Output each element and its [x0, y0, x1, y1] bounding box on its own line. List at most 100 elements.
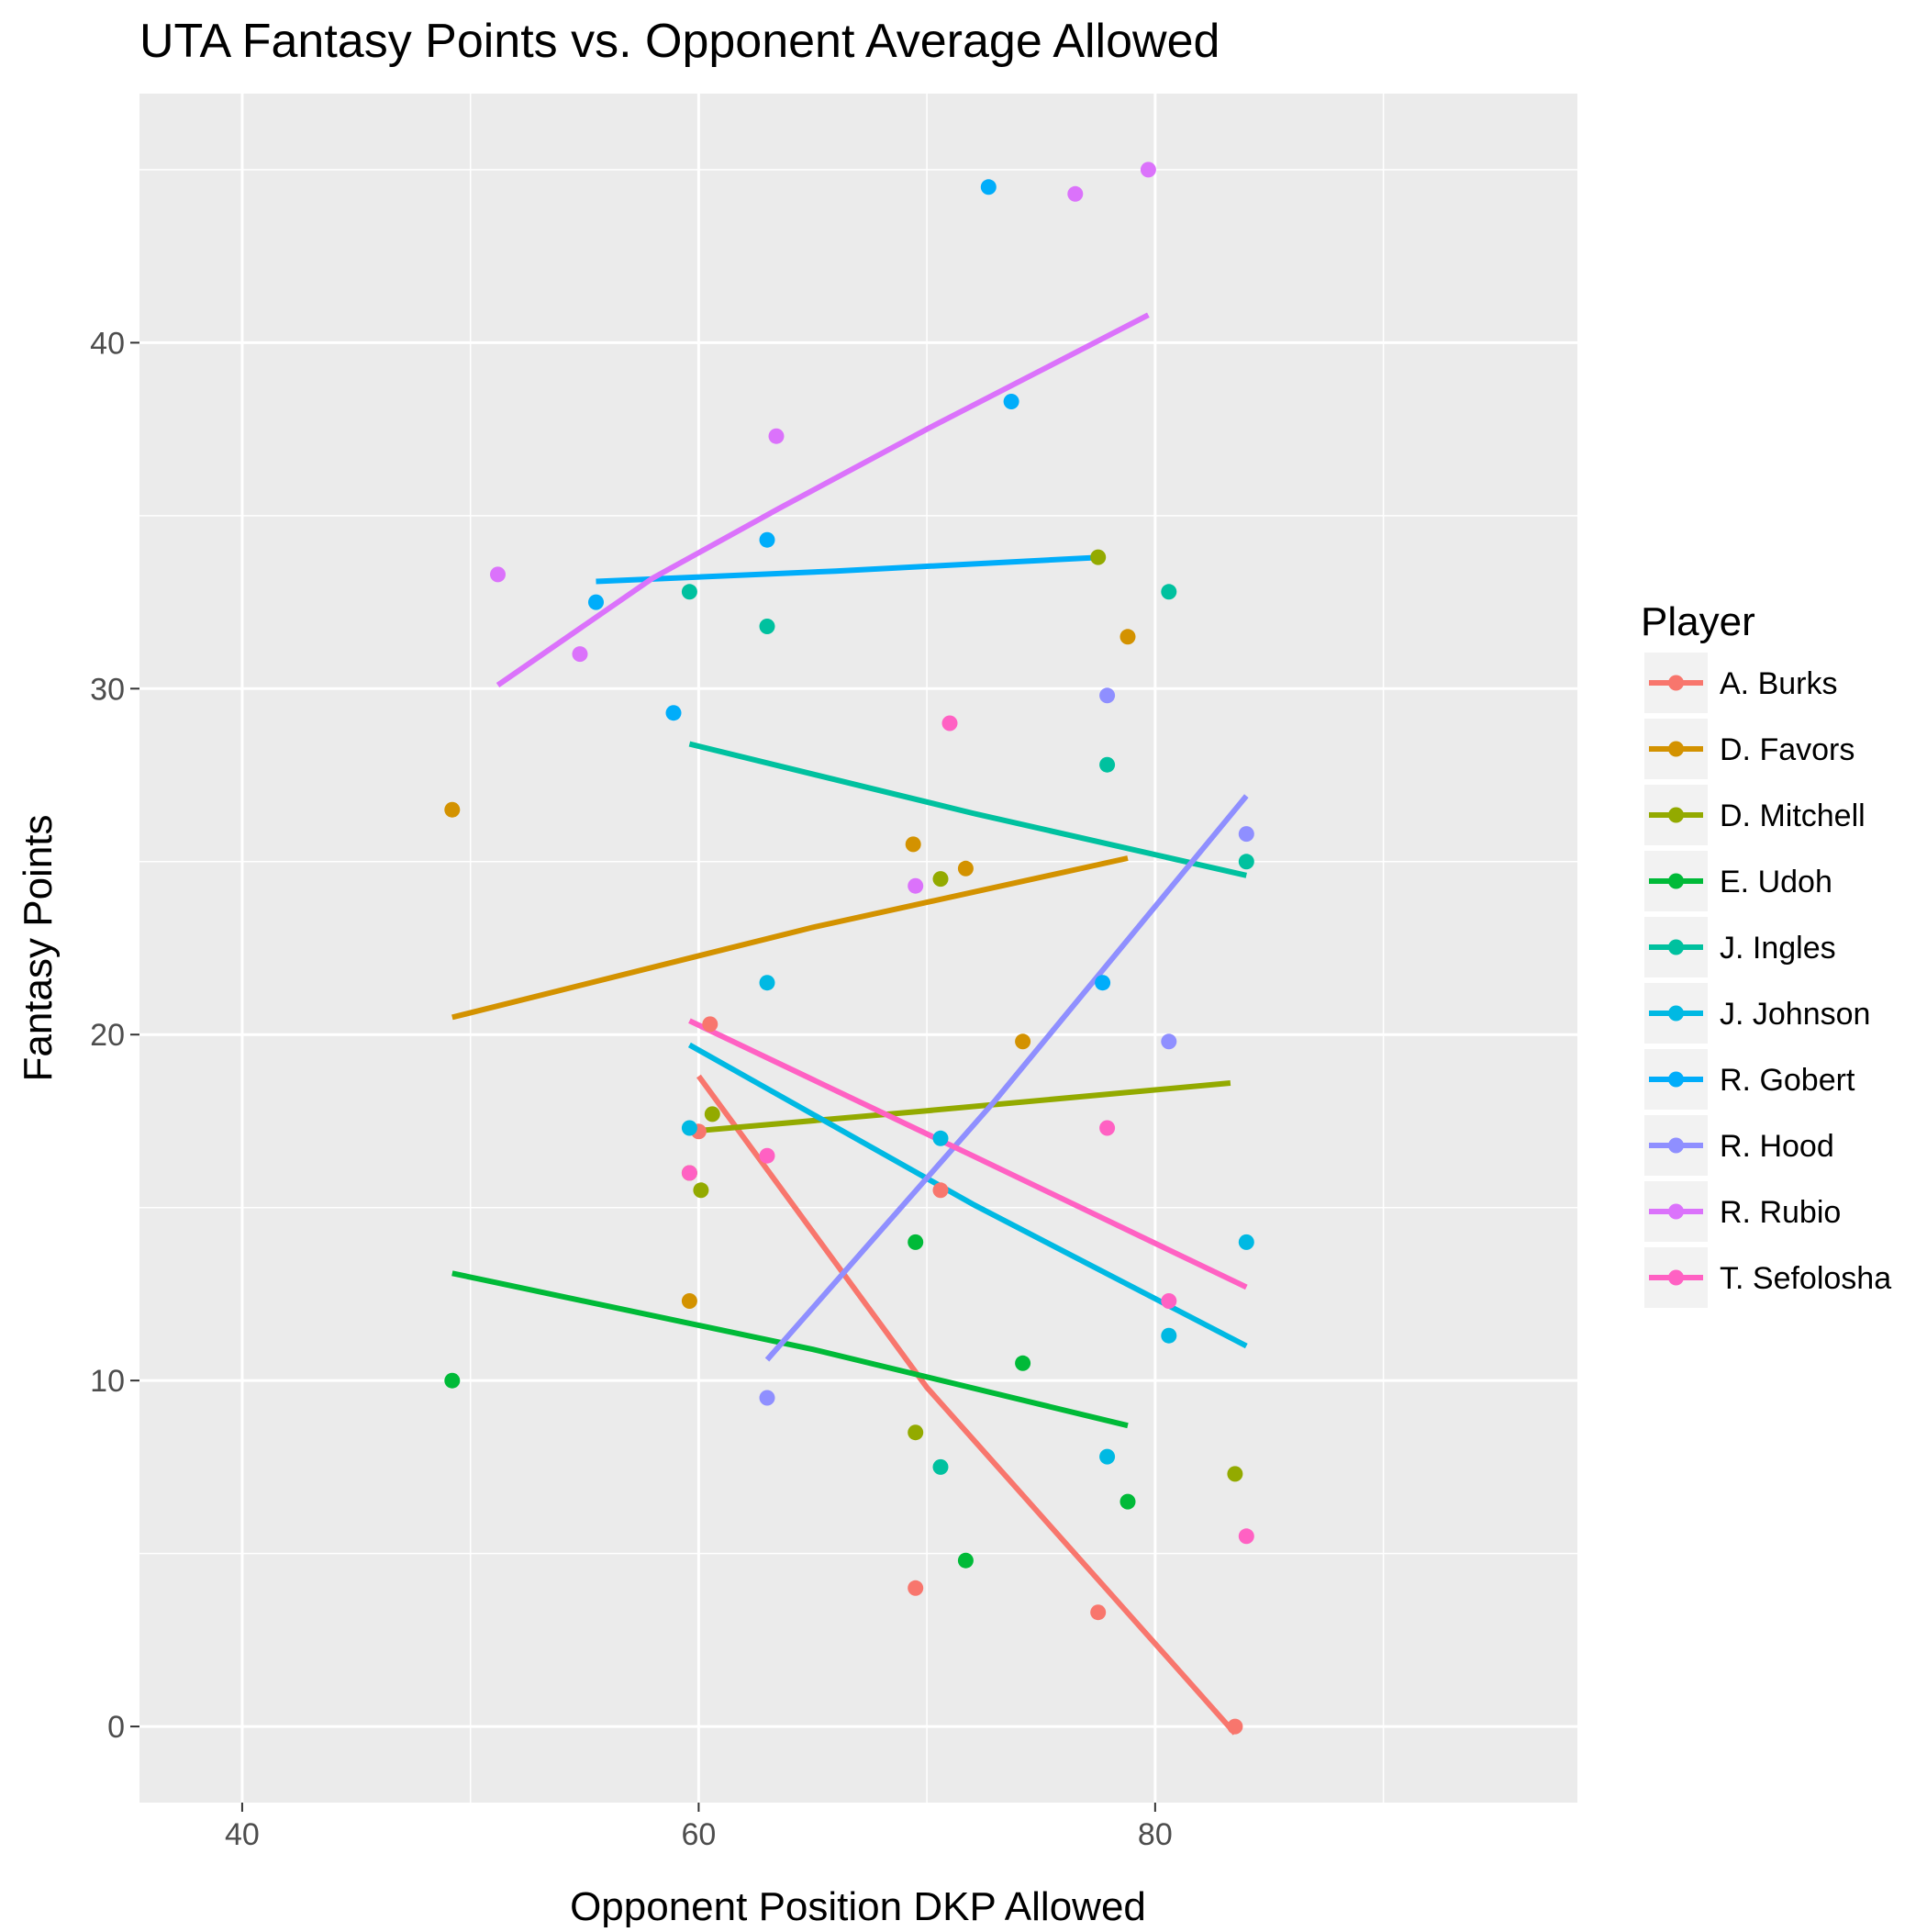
- legend-key-point: [1668, 741, 1684, 757]
- data-point: [1099, 1120, 1116, 1136]
- legend-label: E. Udoh: [1720, 865, 1832, 899]
- y-tick-label: 40: [90, 326, 125, 361]
- data-point: [759, 619, 775, 634]
- data-point: [1095, 975, 1111, 991]
- data-point: [588, 594, 604, 610]
- legend-title: Player: [1641, 599, 1755, 644]
- data-point: [957, 1552, 974, 1569]
- fit-line: [687, 1042, 1248, 1349]
- data-point: [704, 1106, 720, 1122]
- legend-label: A. Burks: [1720, 666, 1837, 701]
- y-tick-label: 0: [107, 1710, 125, 1745]
- data-point: [1227, 1718, 1243, 1735]
- data-point: [759, 975, 775, 991]
- fit-line: [689, 1080, 1231, 1134]
- data-point: [941, 715, 958, 731]
- data-point: [1238, 1528, 1254, 1545]
- data-point: [681, 584, 697, 600]
- fit-line: [688, 1018, 1248, 1290]
- data-point: [1238, 854, 1254, 870]
- legend-label: T. Sefolosha: [1720, 1261, 1891, 1296]
- data-point: [490, 566, 506, 583]
- legend-label: D. Favors: [1720, 732, 1855, 767]
- x-tick-label: 60: [681, 1817, 716, 1852]
- x-tick-label: 40: [225, 1817, 260, 1852]
- y-tick-label: 30: [90, 672, 125, 707]
- legend-item: D. Mitchell: [1644, 785, 1866, 845]
- data-point: [1099, 687, 1116, 704]
- data-point: [1099, 1448, 1116, 1465]
- legend-key-point: [1668, 1005, 1684, 1022]
- data-point: [572, 646, 588, 663]
- data-point: [665, 705, 682, 721]
- data-point: [905, 836, 921, 853]
- y-axis-title: Fantasy Points: [16, 814, 61, 1081]
- data-point: [1119, 1493, 1136, 1510]
- legend-key-point: [1668, 1071, 1684, 1088]
- grid-layer: [139, 94, 1577, 1803]
- legend-key-point: [1668, 939, 1684, 955]
- data-point: [1161, 1327, 1177, 1344]
- fit-line: [696, 1074, 1238, 1736]
- data-point: [759, 531, 775, 548]
- fit-lines: [451, 312, 1249, 1736]
- legend-label: R. Gobert: [1720, 1063, 1855, 1098]
- data-point: [932, 871, 949, 888]
- data-point: [908, 1234, 924, 1250]
- data-point: [908, 1424, 924, 1441]
- data-point: [1099, 756, 1116, 773]
- data-point: [980, 179, 997, 195]
- legend: Player A. Burks D. Favors D. Mitchell E. Ud…: [1641, 599, 1891, 1308]
- legend-items: A. Burks D. Favors D. Mitchell E. Udoh J. In…: [1644, 653, 1891, 1308]
- fit-line: [496, 312, 1150, 687]
- fit-line: [688, 741, 1247, 878]
- data-point: [957, 860, 974, 877]
- legend-item: A. Burks: [1644, 653, 1837, 713]
- plot-panel: [139, 94, 1577, 1803]
- data-point: [1227, 1466, 1243, 1482]
- data-point: [759, 1390, 775, 1406]
- legend-item: R. Hood: [1644, 1115, 1834, 1176]
- data-point: [932, 1458, 949, 1475]
- data-point: [1067, 185, 1084, 202]
- legend-item: D. Favors: [1644, 719, 1855, 779]
- data-point: [932, 1182, 949, 1199]
- data-point: [908, 1580, 924, 1596]
- legend-key-point: [1668, 807, 1684, 823]
- legend-label: J. Ingles: [1720, 931, 1836, 966]
- data-point: [444, 801, 461, 818]
- legend-label: R. Rubio: [1720, 1195, 1841, 1230]
- legend-key-point: [1668, 1137, 1684, 1154]
- data-point: [1119, 629, 1136, 645]
- data-point: [768, 428, 785, 444]
- data-point: [702, 1016, 718, 1033]
- legend-label: R. Hood: [1720, 1129, 1834, 1164]
- data-point: [1090, 549, 1107, 565]
- data-point: [1015, 1355, 1031, 1371]
- data-point: [1140, 162, 1156, 178]
- legend-item: R. Gobert: [1644, 1049, 1855, 1110]
- fit-line: [764, 794, 1249, 1362]
- legend-item: E. Udoh: [1644, 851, 1832, 911]
- data-point: [1238, 1234, 1254, 1250]
- data-points: [444, 162, 1254, 1735]
- fit-line: [451, 1270, 1129, 1429]
- fit-line: [596, 554, 1103, 585]
- legend-key-point: [1668, 873, 1684, 889]
- x-axis-title: Opponent Position DKP Allowed: [570, 1884, 1146, 1927]
- x-tick-label: 80: [1138, 1817, 1173, 1852]
- data-point: [1090, 1604, 1107, 1621]
- data-point: [693, 1182, 709, 1199]
- y-tick-label: 10: [90, 1364, 125, 1399]
- data-point: [444, 1372, 461, 1389]
- legend-item: J. Ingles: [1644, 917, 1836, 977]
- y-tick-label: 20: [90, 1018, 125, 1053]
- data-point: [1161, 584, 1177, 600]
- legend-key-point: [1668, 675, 1684, 691]
- legend-label: J. Johnson: [1720, 997, 1870, 1032]
- legend-label: D. Mitchell: [1720, 798, 1866, 833]
- fit-line: [451, 855, 1129, 1021]
- data-point: [1161, 1033, 1177, 1050]
- data-point: [1003, 394, 1019, 409]
